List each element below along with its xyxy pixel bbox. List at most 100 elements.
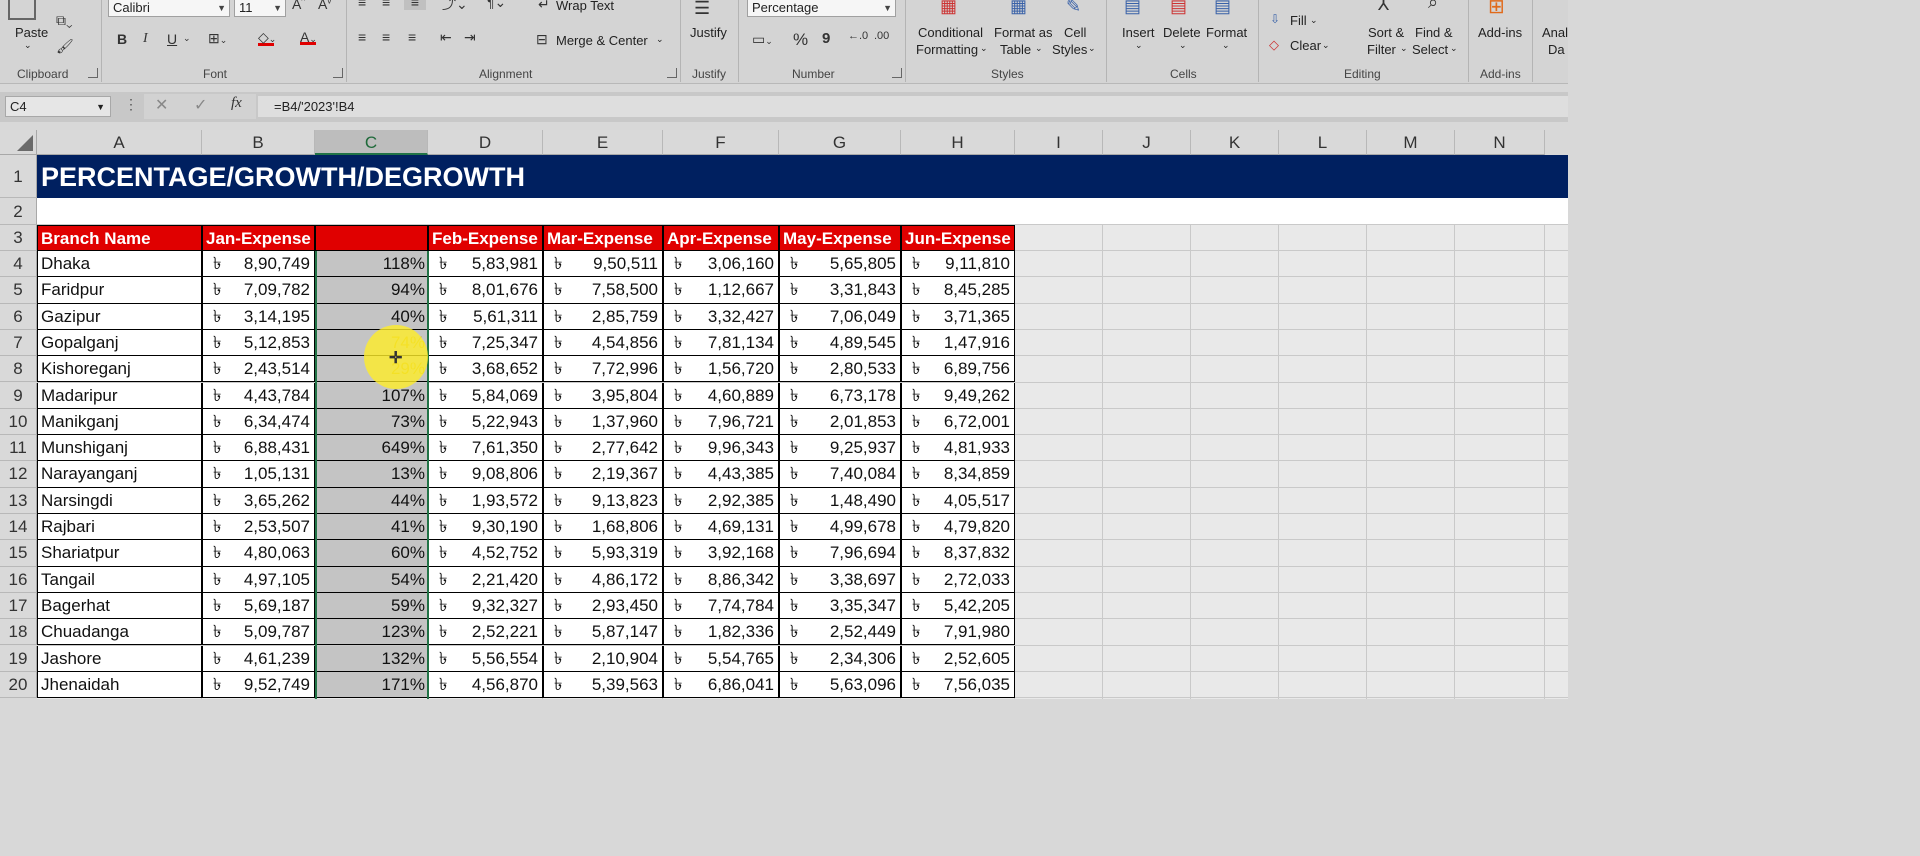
expense-cell[interactable]: ৳ 2,01,853 [779,408,901,436]
branch-name-cell[interactable]: Shariatpur [37,540,202,567]
expense-cell[interactable]: ৳ 7,25,347 [428,329,543,357]
chevron-down-icon[interactable]: ⌄ [183,33,191,43]
expense-cell[interactable]: ৳ 6,34,474 [202,408,315,436]
expense-cell[interactable]: ৳ 1,05,131 [202,461,315,488]
font-name-select[interactable]: Calibri ▼ [108,0,230,17]
row-header[interactable]: 19 [0,645,37,672]
insert-icon[interactable]: ▤ [1124,0,1142,16]
add-ins-icon[interactable]: ⊞ [1488,0,1505,18]
branch-name-cell[interactable]: Chuadanga [37,619,202,646]
column-title-cell[interactable] [315,225,428,251]
title-banner[interactable]: PERCENTAGE/GROWTH/DEGROWTH [37,155,1568,198]
expense-cell[interactable]: ৳ 2,85,759 [543,303,663,330]
expense-cell[interactable]: ৳ 4,80,063 [202,540,315,567]
column-header[interactable]: F [663,130,779,155]
name-box[interactable]: C4 ▼ [5,96,111,117]
expense-cell[interactable]: ৳ 1,82,336 [663,619,779,646]
find-select-button[interactable]: Find & [1415,25,1453,40]
row-header[interactable]: 4 [0,251,37,278]
expense-cell[interactable]: ৳ 6,89,756 [901,356,1015,383]
alignment-launcher-icon[interactable] [667,68,677,78]
decrease-font-icon[interactable]: Av [318,0,332,12]
expense-cell[interactable]: ৳ 2,34,306 [779,645,901,672]
branch-name-cell[interactable]: Gazipur [37,303,202,330]
percentage-cell[interactable]: 44% [315,487,428,514]
number-format-select[interactable]: Percentage ▼ [747,0,896,17]
expense-cell[interactable]: ৳ 4,86,172 [543,566,663,593]
paste-icon[interactable] [8,0,36,20]
column-header[interactable]: H [901,130,1015,155]
wrap-text-icon[interactable]: ↵ [538,0,550,12]
more-options-icon[interactable]: ⋮ [124,96,138,112]
percentage-cell[interactable]: 123% [315,619,428,646]
expense-cell[interactable]: ৳ 7,91,980 [901,619,1015,646]
row-header[interactable]: 15 [0,540,37,567]
column-header[interactable]: C [315,130,428,155]
enter-icon[interactable]: ✓ [194,97,208,114]
row-header[interactable]: 10 [0,408,37,436]
expense-cell[interactable]: ৳ 3,71,365 [901,303,1015,330]
delete-icon[interactable]: ▤ [1170,0,1188,16]
expense-cell[interactable]: ৳ 5,09,787 [202,619,315,646]
expense-cell[interactable]: ৳ 2,52,221 [428,619,543,646]
accounting-format-icon[interactable]: ▭⌄ [752,31,773,47]
font-size-select[interactable]: 11 ▼ [234,0,286,17]
format-cells-button[interactable]: Format [1206,25,1248,40]
row-header[interactable]: 13 [0,487,37,514]
column-header[interactable]: M [1367,130,1455,155]
insert-button[interactable]: Insert [1122,25,1155,40]
column-header[interactable]: B [202,130,315,155]
expense-cell[interactable]: ৳ 5,12,853 [202,329,315,357]
expense-cell[interactable]: ৳ 4,89,545 [779,329,901,357]
font-color-icon[interactable]: A⌄ [300,29,317,45]
formula-input[interactable]: =B4/'2023'!B4 [258,96,1568,117]
clear-icon[interactable]: ◇ [1269,37,1279,52]
expense-cell[interactable]: ৳ 1,37,960 [543,408,663,436]
expense-cell[interactable]: ৳ 3,65,262 [202,487,315,514]
autosum-button[interactable]: AutoSum [1272,0,1321,2]
number-launcher-icon[interactable] [892,68,902,78]
expense-cell[interactable]: ৳ 3,35,347 [779,592,901,620]
row-header[interactable]: 6 [0,303,37,330]
expense-cell[interactable]: ৳ 9,30,190 [428,514,543,541]
column-header[interactable]: N [1455,130,1545,155]
percentage-cell[interactable]: 73% [315,408,428,436]
column-header[interactable]: G [779,130,901,155]
percentage-cell[interactable]: 649% [315,435,428,462]
branch-name-cell[interactable]: Faridpur [37,277,202,304]
column-title-cell[interactable]: Jan-Expense [202,225,315,251]
row-header[interactable]: 2 [0,198,37,225]
format-painter-icon[interactable]: 🖌 [56,38,74,54]
column-header[interactable]: J [1103,130,1191,155]
column-header[interactable]: K [1191,130,1279,155]
branch-name-cell[interactable]: Bagerhat [37,592,202,620]
percentage-cell[interactable]: 107% [315,382,428,409]
expense-cell[interactable]: ৳ 5,65,805 [779,251,901,278]
expense-cell[interactable]: ৳ 4,60,889 [663,382,779,409]
percentage-cell[interactable]: 59% [315,592,428,620]
align-left-icon[interactable]: ≡ [358,29,367,45]
column-header[interactable]: E [543,130,663,155]
expense-cell[interactable]: ৳ 3,38,697 [779,566,901,593]
row-header[interactable]: 18 [0,619,37,646]
expense-cell[interactable]: ৳ 3,95,804 [543,382,663,409]
format-as-table-icon[interactable]: ▦ [1010,0,1028,16]
expense-cell[interactable]: ৳ 9,11,810 [901,251,1015,278]
percentage-cell[interactable]: 60% [315,540,428,567]
align-middle-icon[interactable]: ≡ [382,0,391,10]
percentage-cell[interactable]: 41% [315,514,428,541]
increase-font-icon[interactable]: A^ [292,0,306,12]
expense-cell[interactable]: ৳ 9,52,749 [202,671,315,699]
cell-styles-button[interactable]: Cell [1064,25,1087,40]
copy-icon[interactable]: ⧉⌄ [56,12,73,28]
expense-cell[interactable]: ৳ 5,93,319 [543,540,663,567]
row-header[interactable]: 17 [0,592,37,620]
expense-cell[interactable]: ৳ 1,56,720 [663,356,779,383]
cell-styles-icon[interactable]: ✎ [1066,0,1082,16]
expense-cell[interactable]: ৳ 9,13,823 [543,487,663,514]
expense-cell[interactable]: ৳ 2,10,904 [543,645,663,672]
add-ins-button[interactable]: Add-ins [1478,25,1523,40]
row-header[interactable]: 7 [0,329,37,357]
expense-cell[interactable]: ৳ 6,72,001 [901,408,1015,436]
branch-name-cell[interactable]: Kishoreganj [37,356,202,383]
